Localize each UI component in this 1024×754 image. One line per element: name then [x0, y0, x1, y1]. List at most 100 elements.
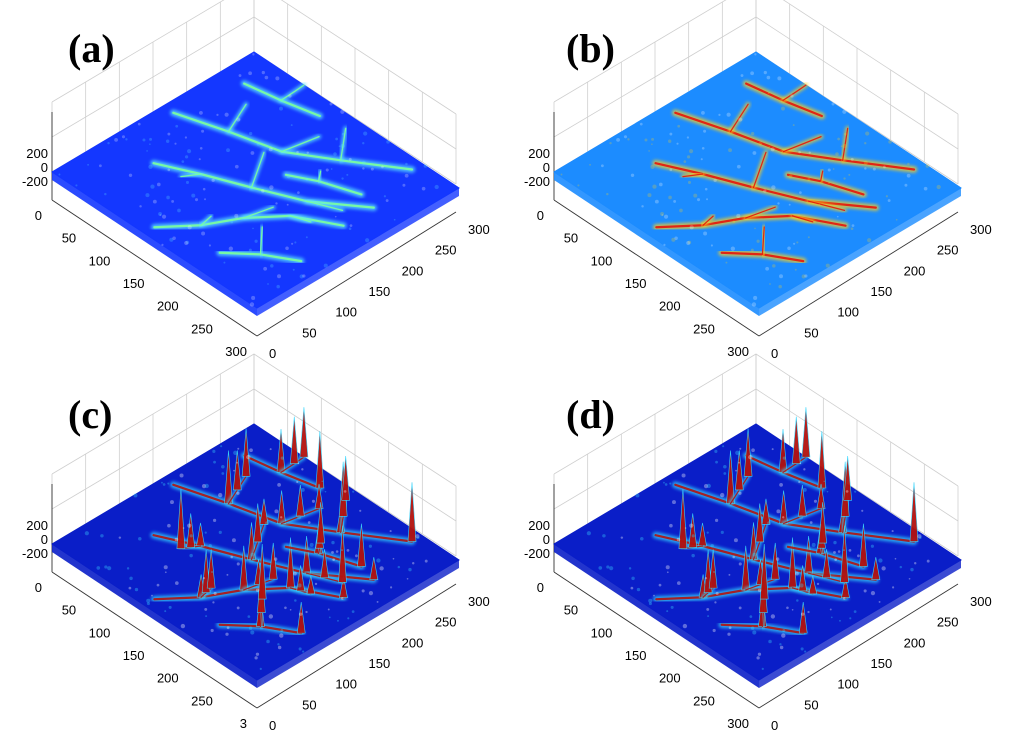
surface-texture — [914, 562, 917, 565]
surface-texture — [818, 203, 821, 206]
surface-texture — [274, 509, 279, 514]
surface-texture — [788, 203, 791, 206]
surface-texture — [226, 148, 230, 153]
surface-texture — [331, 550, 334, 554]
surface-texture — [151, 594, 153, 597]
surface-texture — [211, 570, 214, 574]
surface-texture — [779, 645, 784, 650]
surface-texture — [696, 198, 701, 202]
surface-texture — [234, 164, 239, 169]
surface-texture — [750, 626, 755, 630]
y-tick-label: 150 — [369, 284, 391, 299]
surface-texture — [146, 150, 148, 152]
surface-texture — [807, 591, 811, 594]
surface-texture — [254, 656, 258, 660]
surface-texture — [758, 142, 763, 146]
surface-texture — [663, 243, 666, 246]
surface-texture — [589, 163, 592, 166]
surface — [51, 407, 460, 688]
surface-texture — [185, 180, 190, 184]
surface-spike — [743, 428, 753, 477]
surface-texture — [895, 218, 898, 221]
surface-texture — [804, 650, 807, 653]
surface-texture — [881, 566, 886, 571]
surface-texture — [795, 571, 799, 576]
surface-texture — [293, 571, 297, 576]
surface-texture — [677, 124, 681, 128]
surface-texture — [424, 559, 428, 563]
surface-texture — [770, 147, 775, 152]
x-tick-label: 0 — [537, 580, 544, 595]
y-tick-label: 300 — [468, 594, 490, 609]
surface-texture — [297, 515, 302, 520]
surface-texture — [298, 647, 302, 651]
surface-texture — [280, 516, 283, 519]
surface-texture — [839, 619, 841, 622]
surface-ridge-crest — [682, 173, 704, 178]
surface-texture — [204, 198, 207, 201]
surface-texture — [226, 626, 230, 630]
surface-texture — [700, 158, 703, 161]
surface-texture — [249, 448, 253, 453]
surface-texture — [790, 94, 794, 98]
surface-texture — [164, 610, 167, 613]
surface-texture — [234, 213, 239, 218]
surface-texture — [210, 628, 214, 633]
surface-texture — [765, 266, 770, 271]
x-tick-label: 50 — [564, 231, 578, 246]
surface-texture — [727, 632, 731, 636]
surface-texture — [777, 202, 780, 205]
y-tick-label: 200 — [402, 263, 424, 278]
x-tick-label: 200 — [157, 299, 179, 314]
surface-texture — [385, 199, 389, 202]
surface-ridge-crest — [180, 173, 202, 178]
surface-skirt — [52, 544, 257, 688]
surface-spike — [678, 488, 688, 549]
surface-texture — [802, 487, 807, 492]
surface-texture — [691, 553, 695, 558]
surface-texture — [343, 490, 347, 493]
panel-label: (a) — [68, 26, 115, 71]
surface-texture — [158, 211, 163, 216]
surface-texture — [299, 274, 304, 279]
surface-texture — [870, 544, 874, 548]
surface-texture — [273, 557, 278, 561]
surface-texture — [231, 538, 236, 543]
surface-texture — [326, 182, 329, 184]
surface-texture — [236, 491, 240, 495]
surface-texture — [639, 122, 643, 126]
surface-texture — [341, 132, 345, 136]
surface-texture — [756, 239, 760, 243]
surface-texture — [725, 261, 728, 264]
surface-texture — [833, 550, 836, 554]
surface-texture — [406, 577, 409, 580]
surface-texture — [809, 521, 813, 524]
surface-texture — [218, 492, 223, 498]
x-tick-label: 150 — [625, 276, 647, 291]
surface-texture — [96, 566, 101, 570]
x-tick-label: 100 — [591, 625, 613, 640]
surface-texture — [184, 136, 188, 139]
surface-texture — [129, 576, 133, 581]
surface-spike — [688, 513, 698, 548]
surface-texture — [651, 143, 653, 146]
surface-texture — [412, 562, 415, 565]
x-tick-label: 250 — [191, 321, 213, 336]
surface-texture — [202, 577, 206, 580]
surface-texture — [674, 236, 678, 240]
surface-texture — [337, 619, 339, 622]
surface-ridge-crest — [745, 206, 776, 219]
surface-texture — [169, 237, 174, 242]
surface-spike — [186, 513, 196, 548]
panel-label: (d) — [566, 392, 615, 437]
surface-texture — [687, 180, 692, 184]
surface-texture — [778, 284, 782, 289]
x-tick-label: 150 — [123, 276, 145, 291]
surface-texture — [800, 647, 804, 651]
surface-spike — [341, 456, 350, 501]
surface-texture — [740, 74, 744, 77]
y-tick-label: 250 — [937, 615, 959, 630]
surface-texture — [266, 146, 268, 148]
surface-texture — [706, 531, 709, 534]
